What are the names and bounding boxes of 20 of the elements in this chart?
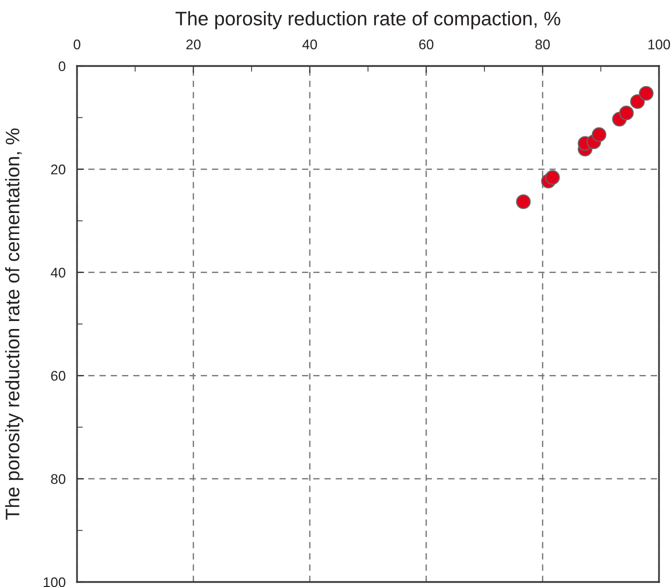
point [592, 127, 606, 142]
x-axis-title: The porosity reduction rate of compaction, % [176, 11, 560, 30]
y-tick-label: 80 [51, 474, 66, 484]
y-tick-label: 60 [51, 370, 66, 381]
x-tick-label: 60 [419, 40, 434, 50]
x-tick-label: 0 [74, 40, 80, 50]
x-tick-label: 80 [535, 40, 550, 50]
y-tick-label: 40 [50, 268, 66, 278]
y-tick-label: 0 [58, 61, 66, 72]
point [545, 170, 560, 185]
point [638, 86, 654, 101]
x-tick-label: 20 [186, 40, 201, 50]
x-tick-label: 100 [648, 40, 670, 50]
point [619, 106, 634, 120]
point [630, 94, 645, 109]
y-axis-title: The porosity reduction rate of cementation, % [5, 128, 24, 520]
point [516, 194, 531, 210]
y-tick-label: 100 [44, 577, 66, 587]
y-tick-label: 20 [51, 164, 66, 174]
x-tick-label: 40 [302, 40, 317, 50]
